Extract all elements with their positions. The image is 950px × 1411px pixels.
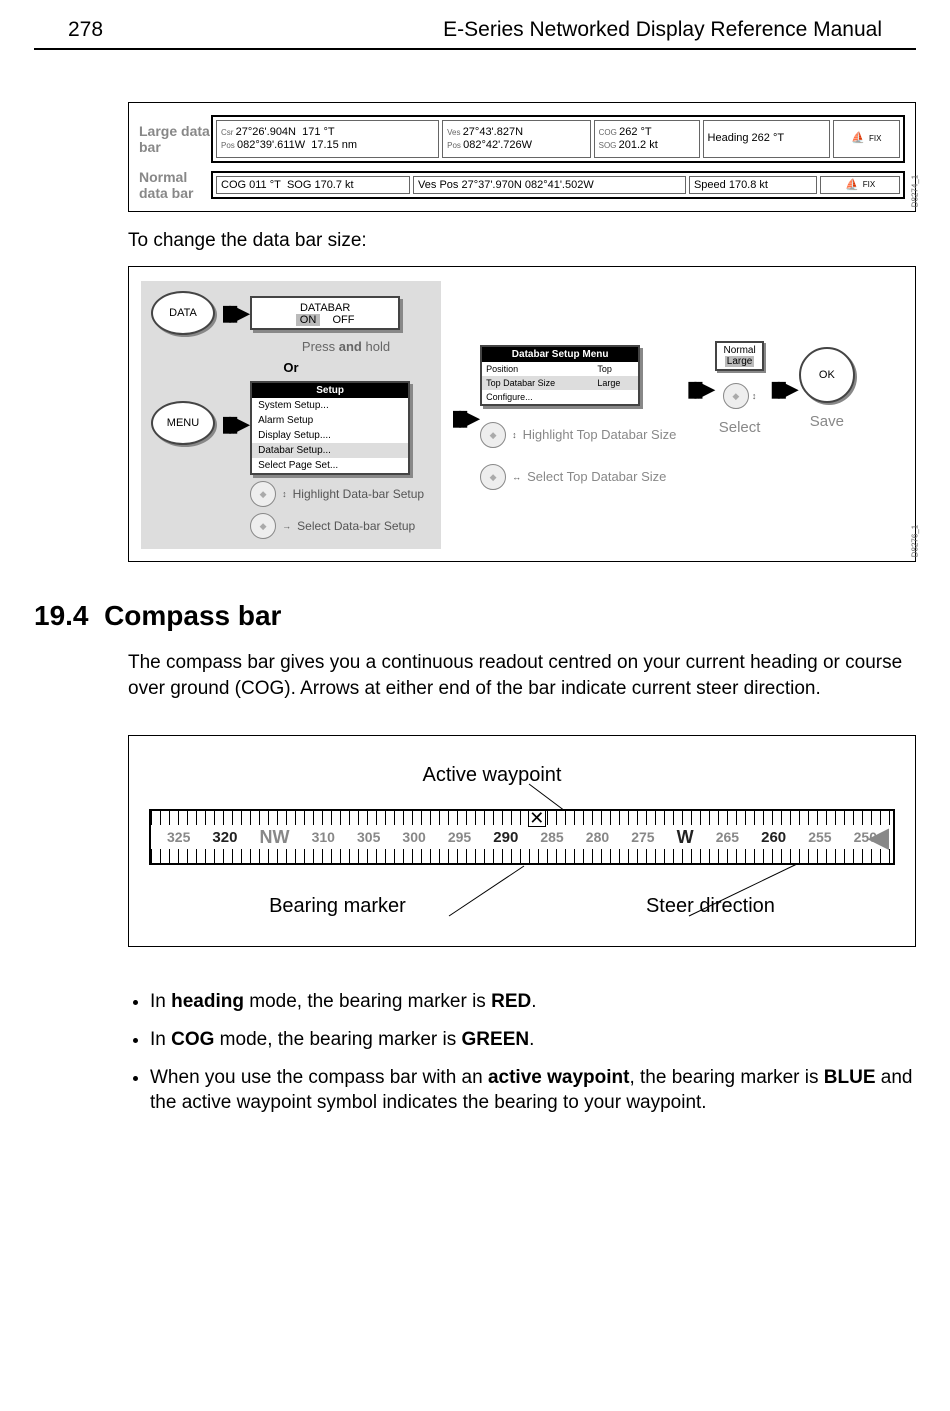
scale-tick-label: 310 [312, 829, 335, 845]
large-databar-label: Large data bar [139, 123, 211, 155]
ves-cell: Ves 27°43'.827N Pos 082°42'.726W [442, 120, 591, 158]
arrow-icon: ▮▮▶ [770, 376, 793, 402]
press-hold-caption: Press and hold [261, 339, 431, 354]
bullet-2: In COG mode, the bearing marker is GREEN… [150, 1027, 916, 1053]
proc-mid-block: ▮▮▶ Databar Setup Menu PositionTopTop Da… [451, 281, 676, 490]
setup-menu-item[interactable]: Alarm Setup [252, 413, 408, 428]
select-top-size-note: ↔ Select Top Databar Size [480, 464, 666, 490]
cog-sog-cell: COG 262 °T SOG 201.2 kt [594, 120, 700, 158]
arrow-icon: ▮▮▶ [451, 405, 474, 431]
proc-right-block: ▮▮▶ Normal Large ↕ Select ▮▮▶ [686, 281, 855, 436]
boat-icon: ⛵ [845, 179, 859, 192]
page-header: 278 E-Series Networked Display Reference… [34, 0, 916, 50]
data-button[interactable]: DATA [151, 291, 215, 335]
bearing-marker-label: Bearing marker [269, 895, 406, 918]
scale-tick-label: 325 [167, 829, 190, 845]
or-label: Or [151, 360, 431, 375]
trackpad-icon [480, 464, 506, 490]
databar-figure: Large data bar Csr 27°26'.904N 171 °T Po… [128, 102, 916, 212]
steer-arrow-icon: ◀ [867, 821, 889, 854]
scale-tick-label: 275 [631, 829, 654, 845]
scale-numbers: 325 320 NW 310 305 300 295 290 285 280 275 W 265 260 2… [151, 825, 893, 849]
ves-pos-cell-n: Ves Pos 27°37'.970N 082°41'.502W [413, 176, 686, 194]
arrow-icon: ▮▮▶ [686, 376, 709, 402]
status-icons-cell-n: ⛵ FIX [820, 176, 900, 194]
cog-sog-cell-n: COG 011 °T SOG 170.7 kt [216, 176, 410, 194]
fix-icon: FIX [863, 180, 875, 190]
highlight-top-size-note: ↕ Highlight Top Databar Size [480, 422, 676, 448]
bullet-list: In heading mode, the bearing marker is R… [150, 989, 916, 1116]
databar-softkey[interactable]: DATABAR ON OFF [250, 296, 400, 330]
fix-icon: FIX [869, 134, 881, 144]
arrow-icon: ▮▮▶ [221, 300, 244, 326]
scale-tick-label: 295 [448, 829, 471, 845]
doc-title: E-Series Networked Display Reference Man… [443, 18, 882, 42]
figure-id: D8274_1 [910, 175, 919, 207]
save-label: Save [810, 413, 844, 430]
highlight-databar-note: ↕ Highlight Data-bar Setup [250, 481, 424, 507]
trackpad-icon [723, 383, 749, 409]
setup-menu-item[interactable]: System Setup... [252, 398, 408, 413]
compass-scale: 325 320 NW 310 305 300 295 290 285 280 275 W 265 260 2… [149, 809, 895, 865]
databar-setup-row[interactable]: Configure... [482, 390, 638, 404]
scale-tick-label: 265 [716, 829, 739, 845]
setup-menu-item[interactable]: Databar Setup... [252, 443, 408, 458]
size-selector[interactable]: Normal Large [715, 341, 763, 371]
databar-setup-menu[interactable]: Databar Setup Menu PositionTopTop Databa… [480, 345, 640, 406]
proc-left-block: DATA ▮▮▶ DATABAR ON OFF Press and hold O… [141, 281, 441, 549]
select-databar-note: → Select Data-bar Setup [250, 513, 424, 539]
arrow-icon: ▮▮▶ [221, 411, 244, 437]
normal-databar: COG 011 °T SOG 170.7 kt Ves Pos 27°37'.9… [211, 171, 905, 199]
menu-button[interactable]: MENU [151, 401, 215, 445]
trackpad-icon [480, 422, 506, 448]
section-intro: The compass bar gives you a continuous r… [128, 650, 916, 701]
trackpad-icon [250, 481, 276, 507]
status-icons-cell: ⛵ FIX [833, 120, 900, 158]
heading-cell: Heading 262 °T [703, 120, 830, 158]
page-number: 278 [68, 18, 103, 42]
scale-tick-label: 260 [761, 829, 786, 846]
procedure-figure: DATA ▮▮▶ DATABAR ON OFF Press and hold O… [128, 266, 916, 562]
ok-button[interactable]: OK [799, 347, 855, 403]
scale-tick-label: 290 [493, 829, 518, 846]
active-waypoint-label: Active waypoint [89, 764, 895, 787]
scale-tick-label: 280 [586, 829, 609, 845]
setup-menu-item[interactable]: Display Setup.... [252, 428, 408, 443]
waypoint-marker-icon: ✕ [528, 809, 546, 827]
trackpad-icon [250, 513, 276, 539]
scale-tick-label: 285 [540, 829, 563, 845]
bullet-1: In heading mode, the bearing marker is R… [150, 989, 916, 1015]
steer-direction-label: Steer direction [646, 895, 775, 918]
boat-icon: ⛵ [851, 132, 865, 145]
large-databar: Csr 27°26'.904N 171 °T Pos 082°39'.611W … [211, 115, 905, 163]
speed-cell-n: Speed 170.8 kt [689, 176, 817, 194]
databar-setup-row[interactable]: PositionTop [482, 362, 638, 376]
bullet-3: When you use the compass bar with an act… [150, 1065, 916, 1116]
section-heading: 19.4 Compass bar [34, 600, 916, 632]
scale-tick-label: 255 [808, 829, 831, 845]
instruction-text: To change the data bar size: [128, 230, 916, 252]
setup-menu[interactable]: Setup System Setup...Alarm SetupDisplay … [250, 381, 410, 475]
scale-tick-label: W [677, 827, 694, 848]
select-note: ↕ [723, 383, 757, 409]
figure-id: D8276_1 [910, 525, 919, 557]
compass-figure: Active waypoint 325320NW3103053002952902… [128, 735, 916, 947]
databar-setup-row[interactable]: Top Databar SizeLarge [482, 376, 638, 390]
scale-tick-label: 300 [402, 829, 425, 845]
select-label: Select [719, 419, 761, 436]
csr-cell: Csr 27°26'.904N 171 °T Pos 082°39'.611W … [216, 120, 439, 158]
normal-databar-label: Normal data bar [139, 169, 211, 201]
setup-menu-item[interactable]: Select Page Set... [252, 458, 408, 473]
scale-tick-label: NW [260, 827, 290, 848]
scale-tick-label: 305 [357, 829, 380, 845]
scale-tick-label: 320 [212, 829, 237, 846]
